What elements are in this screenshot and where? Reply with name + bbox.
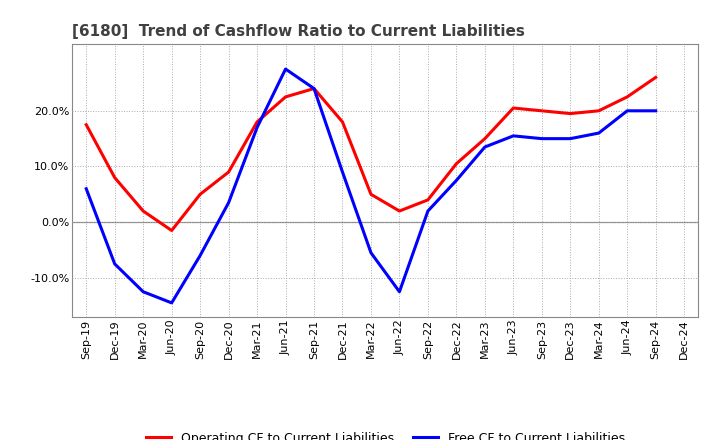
- Free CF to Current Liabilities: [652, 108, 660, 114]
- Operating CF to Current Liabilities: [338, 119, 347, 125]
- Free CF to Current Liabilities: [623, 108, 631, 114]
- Operating CF to Current Liabilities: [423, 197, 432, 202]
- Free CF to Current Liabilities: [595, 130, 603, 136]
- Operating CF to Current Liabilities: [652, 75, 660, 80]
- Operating CF to Current Liabilities: [282, 94, 290, 99]
- Free CF to Current Liabilities: [423, 209, 432, 214]
- Operating CF to Current Liabilities: [566, 111, 575, 116]
- Free CF to Current Liabilities: [139, 289, 148, 294]
- Free CF to Current Liabilities: [338, 169, 347, 175]
- Operating CF to Current Liabilities: [537, 108, 546, 114]
- Free CF to Current Liabilities: [537, 136, 546, 141]
- Free CF to Current Liabilities: [282, 66, 290, 72]
- Operating CF to Current Liabilities: [452, 161, 461, 166]
- Operating CF to Current Liabilities: [110, 175, 119, 180]
- Free CF to Current Liabilities: [82, 186, 91, 191]
- Free CF to Current Liabilities: [509, 133, 518, 139]
- Operating CF to Current Liabilities: [366, 192, 375, 197]
- Operating CF to Current Liabilities: [167, 228, 176, 233]
- Operating CF to Current Liabilities: [196, 192, 204, 197]
- Legend: Operating CF to Current Liabilities, Free CF to Current Liabilities: Operating CF to Current Liabilities, Fre…: [140, 427, 630, 440]
- Free CF to Current Liabilities: [566, 136, 575, 141]
- Free CF to Current Liabilities: [366, 250, 375, 255]
- Operating CF to Current Liabilities: [225, 169, 233, 175]
- Free CF to Current Liabilities: [167, 300, 176, 305]
- Free CF to Current Liabilities: [480, 144, 489, 150]
- Line: Operating CF to Current Liabilities: Operating CF to Current Liabilities: [86, 77, 656, 231]
- Operating CF to Current Liabilities: [310, 86, 318, 91]
- Free CF to Current Liabilities: [395, 289, 404, 294]
- Operating CF to Current Liabilities: [509, 106, 518, 111]
- Operating CF to Current Liabilities: [253, 119, 261, 125]
- Text: [6180]  Trend of Cashflow Ratio to Current Liabilities: [6180] Trend of Cashflow Ratio to Curren…: [72, 24, 525, 39]
- Free CF to Current Liabilities: [225, 200, 233, 205]
- Line: Free CF to Current Liabilities: Free CF to Current Liabilities: [86, 69, 656, 303]
- Free CF to Current Liabilities: [253, 125, 261, 130]
- Operating CF to Current Liabilities: [395, 209, 404, 214]
- Free CF to Current Liabilities: [196, 253, 204, 258]
- Operating CF to Current Liabilities: [623, 94, 631, 99]
- Free CF to Current Liabilities: [452, 178, 461, 183]
- Operating CF to Current Liabilities: [82, 122, 91, 127]
- Operating CF to Current Liabilities: [595, 108, 603, 114]
- Free CF to Current Liabilities: [110, 261, 119, 267]
- Operating CF to Current Liabilities: [139, 209, 148, 214]
- Operating CF to Current Liabilities: [480, 136, 489, 141]
- Free CF to Current Liabilities: [310, 86, 318, 91]
